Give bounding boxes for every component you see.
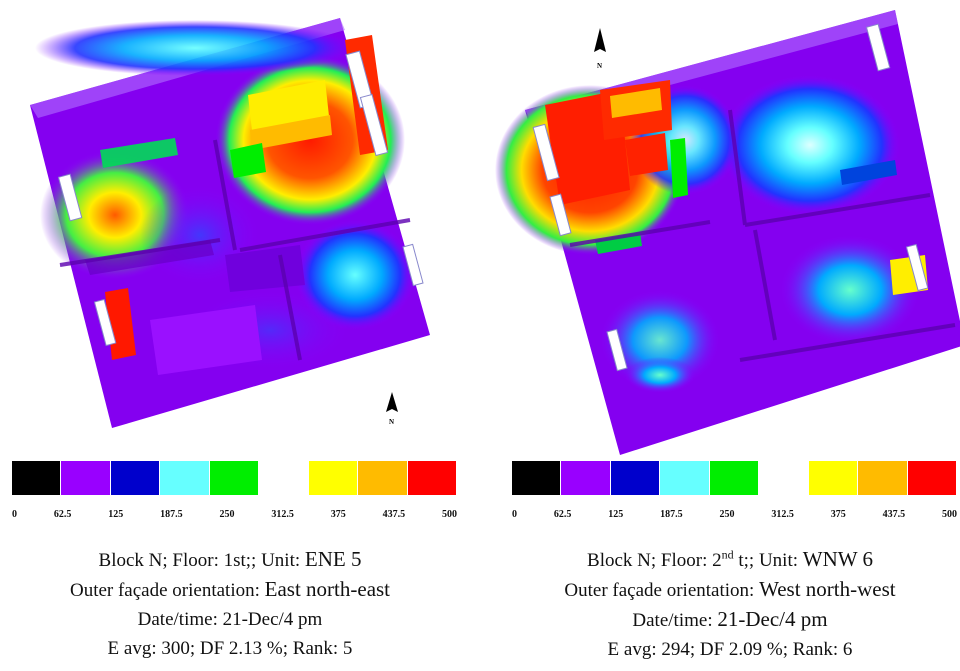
legend-tick: 62.5 — [53, 509, 72, 520]
heat-zone-living — [720, 75, 900, 215]
legend-swatch — [907, 461, 957, 495]
legend-swatch — [12, 461, 62, 495]
legend-tick: 500 — [942, 509, 957, 520]
legend-swatch — [308, 461, 359, 495]
legend-tick: 375 — [330, 509, 346, 520]
left-panel: N 0 62.5 125 187.5 250 312.5 375 437.5 5… — [0, 0, 460, 671]
caption-datetime-line: Date/time: 21-Dec/4 pm — [632, 607, 828, 631]
illuminance-legend-right — [512, 461, 957, 495]
legend-swatch — [512, 461, 562, 495]
legend-swatch — [358, 461, 408, 495]
legend-tick: 0 — [12, 509, 17, 520]
legend-tick: 250 — [219, 509, 235, 520]
legend-tick: 437.5 — [882, 509, 906, 520]
caption-right: Block N; Floor: 2nd t;; Unit: WNW 6 Oute… — [500, 545, 960, 664]
legend-tick: 375 — [830, 509, 846, 520]
illuminance-legend-left — [12, 461, 457, 495]
svg-text:N: N — [597, 62, 602, 70]
legend-swatch — [709, 461, 760, 495]
legend-tick: 125 — [108, 509, 124, 520]
legend-swatch — [610, 461, 661, 495]
legend-swatch — [858, 461, 908, 495]
legend-tick: 250 — [719, 509, 735, 520]
legend-swatch — [160, 461, 210, 495]
left-illuminance-plan: N — [30, 18, 430, 428]
right-panel: N 0 62.5 125 187.5 250 312.5 375 437.5 5… — [495, 0, 960, 671]
caption-stats-line: E avg: 294; DF 2.09 %; Rank: 6 — [607, 639, 853, 660]
legend-swatch — [209, 461, 260, 495]
caption-left: Block N; Floor: 1st;; Unit: ENE 5 Outer … — [0, 545, 460, 663]
legend-swatch — [407, 461, 457, 495]
legend-swatch — [561, 461, 611, 495]
caption-orientation-line: Outer façade orientation: West north-wes… — [564, 577, 896, 601]
legend-ticks-right: 0 62.5 125 187.5 250 312.5 375 437.5 500 — [512, 509, 957, 525]
caption-unit-line: Block N; Floor: 1st;; Unit: ENE 5 — [98, 547, 362, 571]
caption-unit-line: Block N; Floor: 2nd t;; Unit: WNW 6 — [587, 547, 873, 571]
north-arrow-icon: N — [386, 392, 398, 426]
legend-tick: 500 — [442, 509, 457, 520]
legend-ticks-left: 0 62.5 125 187.5 250 312.5 375 437.5 500 — [12, 509, 457, 525]
heat-zone-bedroom — [780, 235, 920, 345]
legend-tick: 187.5 — [660, 509, 683, 520]
legend-tick: 187.5 — [160, 509, 183, 520]
legend-tick: 312.5 — [771, 509, 794, 520]
caption-datetime-line: Date/time: 21-Dec/4 pm — [137, 609, 323, 630]
legend-tick: 312.5 — [271, 509, 294, 520]
legend-tick: 125 — [608, 509, 624, 520]
legend-swatch — [110, 461, 161, 495]
legend-swatch — [759, 461, 809, 495]
legend-tick: 62.5 — [553, 509, 572, 520]
right-illuminance-plan: N — [495, 10, 960, 455]
legend-swatch — [660, 461, 710, 495]
legend-swatch — [808, 461, 859, 495]
north-arrow-icon: N — [594, 28, 606, 70]
legend-swatch — [259, 461, 309, 495]
caption-orientation-line: Outer façade orientation: East north-eas… — [69, 577, 391, 601]
caption-stats-line: E avg: 300; DF 2.13 %; Rank: 5 — [107, 638, 353, 659]
svg-text:N: N — [389, 418, 394, 426]
legend-swatch — [61, 461, 111, 495]
legend-tick: 0 — [512, 509, 517, 520]
legend-tick: 437.5 — [382, 509, 406, 520]
